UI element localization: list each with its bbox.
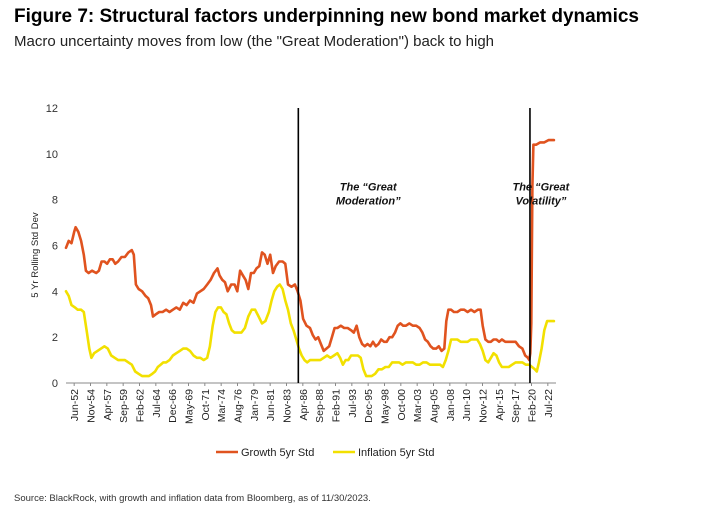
x-tick-label: Apr-57 <box>102 389 114 421</box>
x-tick-label: Feb-91 <box>331 389 343 422</box>
x-tick-label: Mar-74 <box>216 389 228 422</box>
source-note: Source: BlackRock, with growth and infla… <box>14 493 371 504</box>
y-tick-label: 0 <box>52 378 58 390</box>
regime-divider-lines <box>297 108 531 383</box>
series-lines <box>64 138 556 378</box>
x-tick-label: Jan-08 <box>445 389 457 421</box>
y-axis-title: 5 Yr Rolling Std Dev <box>30 212 41 298</box>
x-tick-label: Mar-03 <box>412 389 424 422</box>
annotation-line-1: The “Great <box>512 182 570 194</box>
x-tick-label: Jul-64 <box>151 389 163 418</box>
annotation-line-2: Volatility” <box>515 196 566 208</box>
x-axis: Jun-52 Nov-54 Apr-57 Sep-59 Feb-62 Jul-64 Dec-… <box>66 382 556 424</box>
x-tick-label: Dec-66 <box>167 389 179 423</box>
series-line-growth <box>64 138 556 362</box>
y-tick-label: 12 <box>46 103 58 115</box>
x-tick-label: Dec-95 <box>363 389 375 423</box>
x-tick-label: Oct-71 <box>200 389 212 421</box>
x-tick-label: Feb-62 <box>135 389 147 422</box>
y-tick-label: 8 <box>52 195 58 207</box>
series-line-inflation <box>64 283 556 378</box>
x-tick-label: Feb-20 <box>527 389 539 422</box>
line-chart: 0 2 4 6 8 10 12 Jun-52 Nov-54 Apr-57 Sep-59 Feb-62… <box>30 103 571 459</box>
x-tick-label: Sep-88 <box>314 389 326 423</box>
x-tick-label: Sep-59 <box>118 389 130 423</box>
x-tick-label: Apr-86 <box>298 389 310 421</box>
legend-label: Inflation 5yr Std <box>358 447 434 459</box>
x-tick-label: Jun-52 <box>69 389 81 421</box>
x-tick-label: Oct-00 <box>396 389 408 421</box>
annotations: The “Great Moderation” The “Great Volatilit… <box>336 182 571 208</box>
x-tick-label: Jan-79 <box>249 389 261 421</box>
x-tick-label: Jul-93 <box>347 389 359 418</box>
x-tick-label: Nov-83 <box>282 389 294 423</box>
annotation-line-2: Moderation” <box>336 196 401 208</box>
x-tick-label: Nov-12 <box>478 389 490 423</box>
figure-subtitle: Macro uncertainty moves from low (the "G… <box>14 33 495 50</box>
legend: Growth 5yr Std Inflation 5yr Std <box>216 447 434 459</box>
x-tick-label: Aug-05 <box>429 389 441 423</box>
y-axis: 0 2 4 6 8 10 12 <box>46 103 58 390</box>
y-tick-label: 4 <box>52 286 58 298</box>
y-tick-label: 10 <box>46 149 58 161</box>
y-tick-label: 6 <box>52 241 58 253</box>
figure-title: Figure 7: Structural factors underpinnin… <box>14 6 639 27</box>
x-tick-label: Apr-15 <box>494 389 506 421</box>
x-tick-label: Aug-76 <box>233 389 245 423</box>
x-tick-label: Jun-10 <box>461 389 473 421</box>
x-tick-label: May-69 <box>184 389 196 424</box>
x-tick-label: Nov-54 <box>86 389 98 423</box>
x-tick-label: Sep-17 <box>510 389 522 423</box>
x-tick-label: May-98 <box>380 389 392 424</box>
annotation-line-1: The “Great <box>340 182 398 194</box>
x-tick-label: Jul-22 <box>543 389 555 418</box>
legend-label: Growth 5yr Std <box>241 447 314 459</box>
x-tick-label: Jun-81 <box>265 389 277 421</box>
y-tick-label: 2 <box>52 332 58 344</box>
